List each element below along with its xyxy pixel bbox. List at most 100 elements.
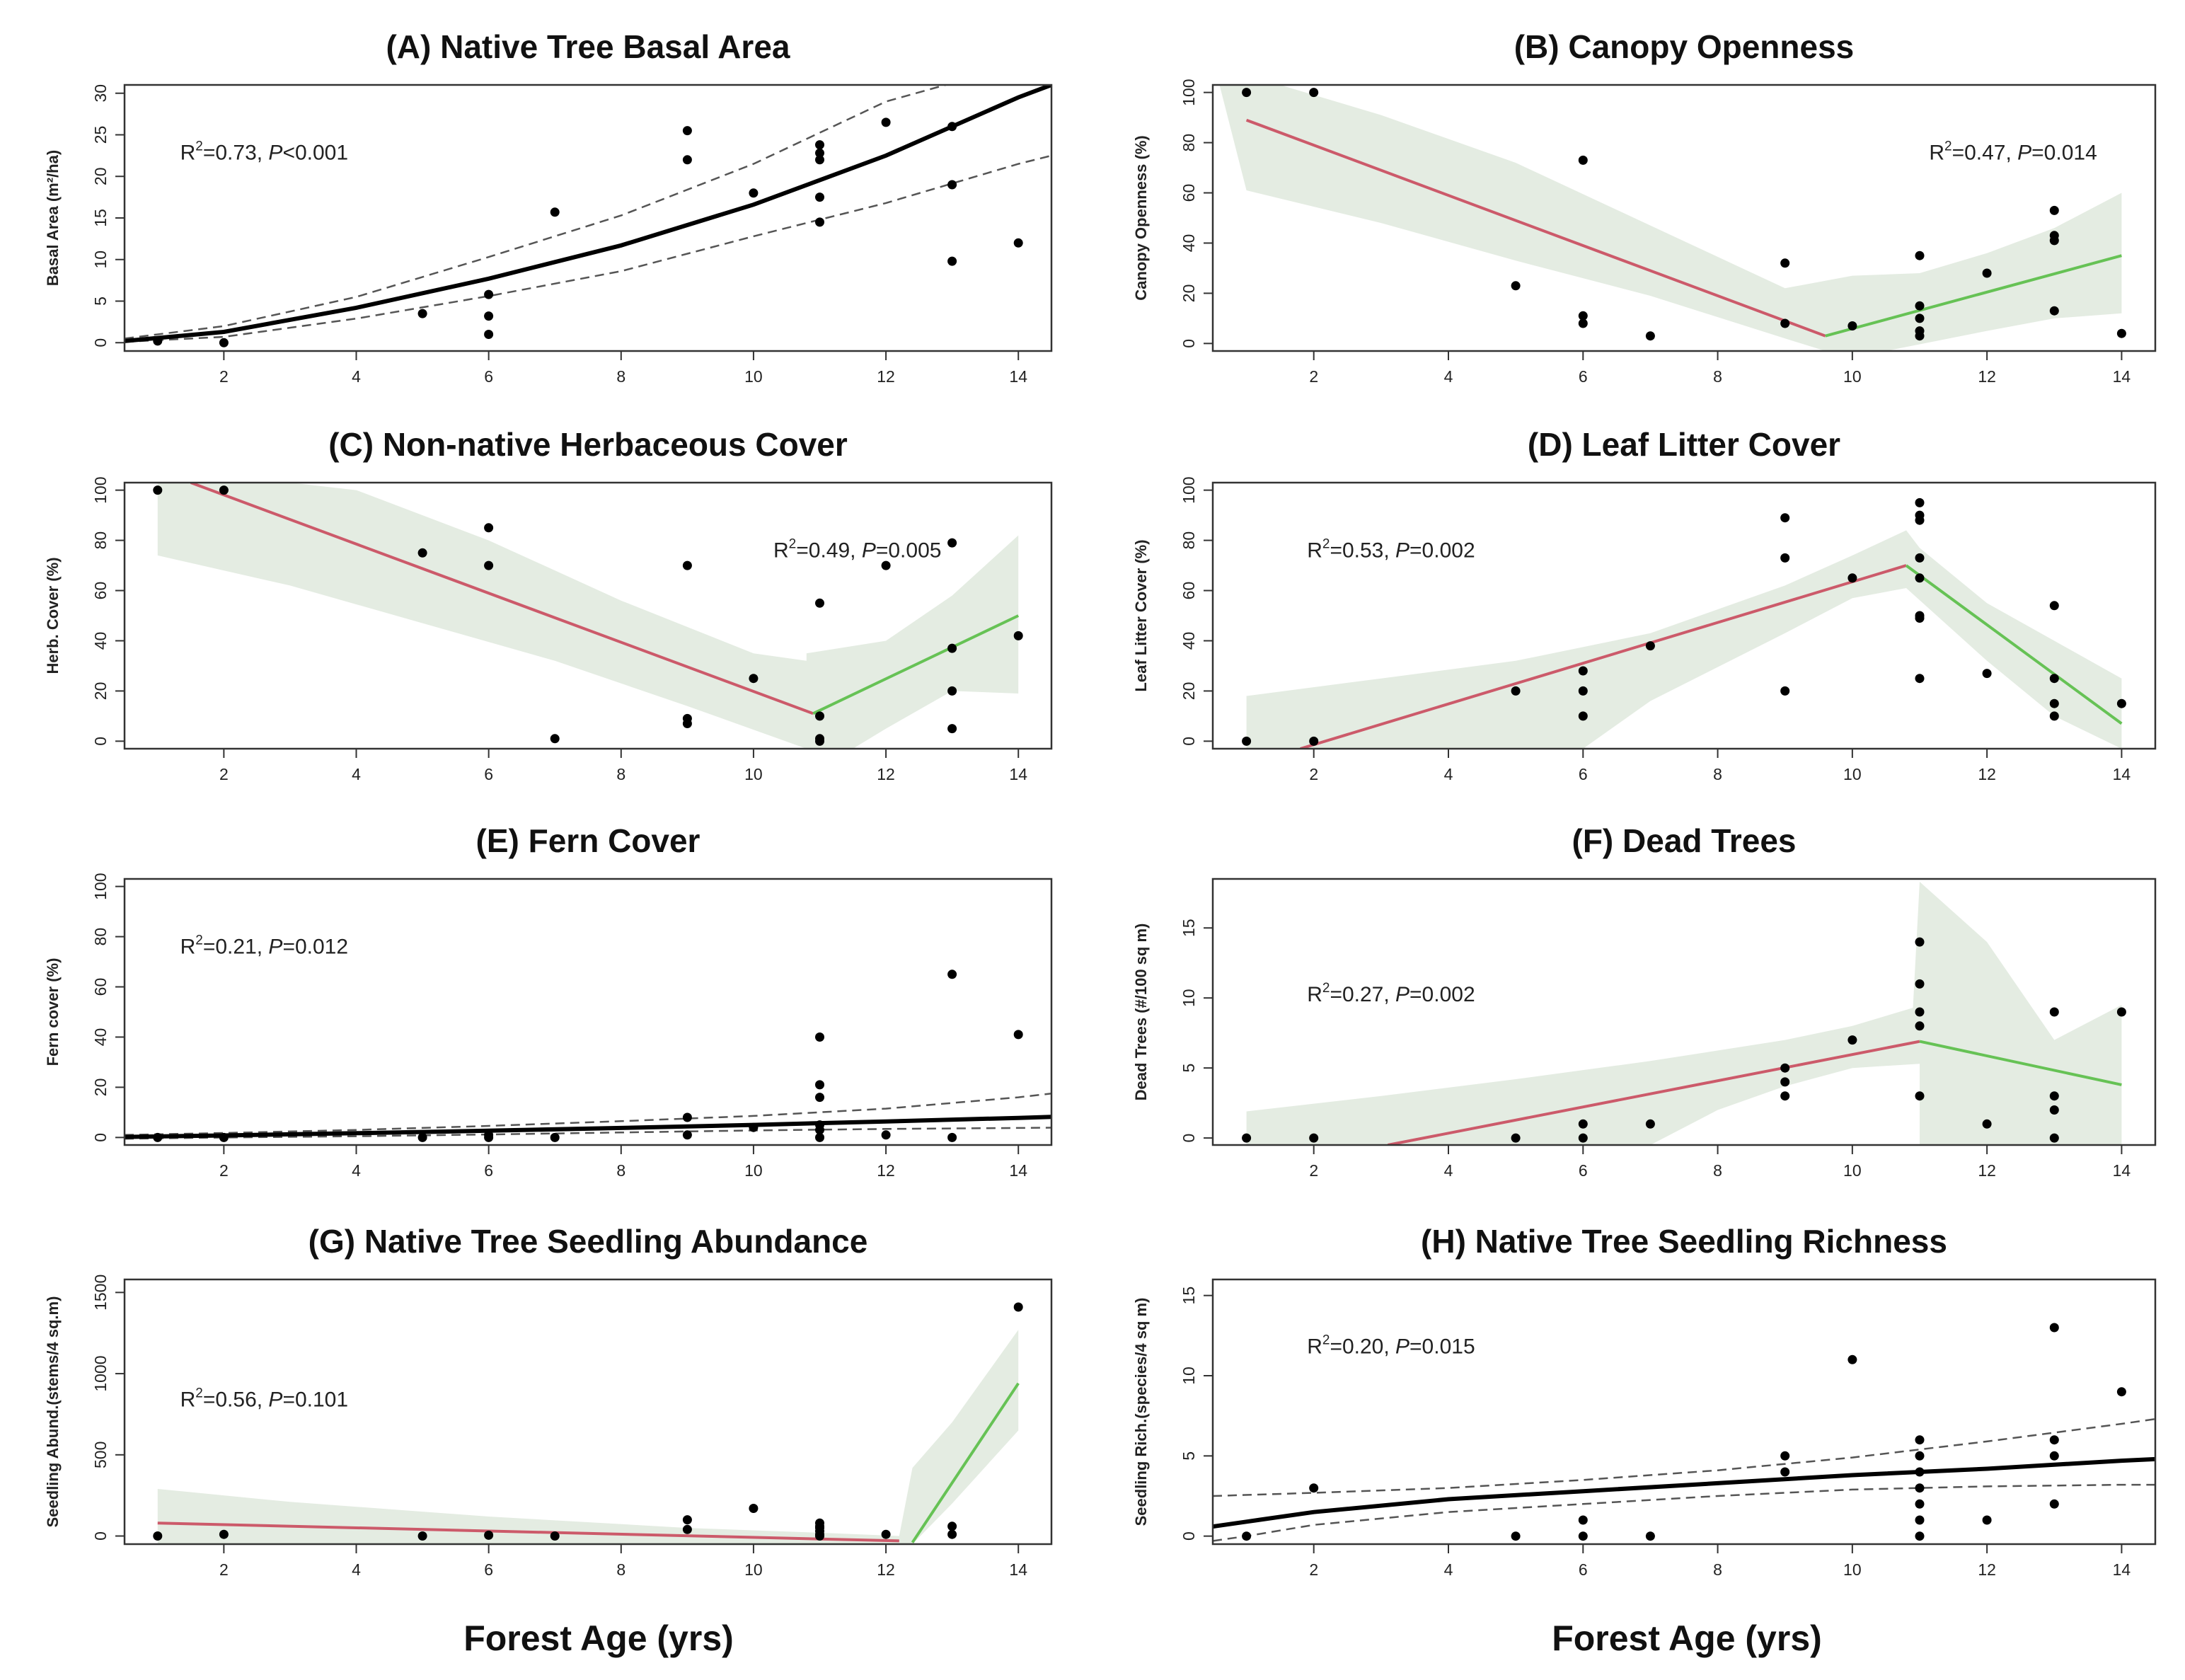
panel-b-point-1 [1242,88,1252,98]
panel-c-point-5 [484,560,494,570]
panel-g-point-18 [1013,1302,1023,1312]
panel-d-fit-segment-2 [1905,564,2123,725]
panel-f-point-11 [1915,937,1925,947]
panel-a-point-13 [815,155,824,165]
panel-g-ylabel: Seedling Abund.(stems/4 sq.m) [44,1296,62,1528]
panel-b-ylabel: Canopy Openness (%) [1132,135,1150,300]
panel-e-point-14 [815,1125,824,1135]
panel-c-point-18 [947,686,957,696]
panel-b-ytick-label-60: 60 [1180,184,1198,202]
panel-e-ytick-label-80: 80 [91,928,110,946]
panel-g-plot-area [153,1302,1023,1544]
panel-h-ytick-label-5: 5 [1180,1451,1198,1461]
panel-f-fit-segment-2 [1919,1040,2122,1086]
panel-b-xtick-label-14: 14 [2113,367,2131,386]
panel-b-point-17 [2049,205,2059,215]
panel-g-xtick-label-14: 14 [1009,1560,1027,1579]
panel-e-point-7 [682,1112,692,1122]
panel-e-ytick-label-100: 100 [91,873,110,899]
panel-b: (B) Canopy Openness Canopy Openness (%) 2 4… [1132,28,2157,386]
panel-e-point-17 [947,970,957,979]
panel-h-title: (H) Native Tree Seedling Richness [1421,1223,1947,1260]
panel-h-fit-line [1213,1456,2155,1529]
panel-h-point-4 [1578,1515,1588,1525]
panel-c-ytick-label-40: 40 [91,632,110,650]
panel-h-point-7 [1780,1451,1790,1461]
panel-c-ytick-label-100: 100 [91,476,110,503]
panel-g-point-2 [219,1529,229,1539]
panel-c-xtick-label-6: 6 [484,765,493,783]
panel-f-point-19 [2049,1105,2059,1115]
panel-a-xtick-label-12: 12 [877,367,895,386]
panel-e-point-10 [815,1032,824,1042]
panel-d-point-16 [1915,573,1925,583]
panel-a-point-14 [815,192,824,202]
panel-e-point-6 [550,1132,560,1142]
panel-e-stat: R2=0.21, P=0.012 [180,933,348,958]
panel-g-point-6 [682,1515,692,1525]
panel-a-point-18 [947,180,957,190]
panel-e-title: (E) Fern Cover [476,822,701,859]
panel-h-xtick-label-8: 8 [1713,1560,1722,1579]
panel-h-frame [1211,1278,2157,1546]
panel-c-ytick-label-20: 20 [91,682,110,701]
panel-h-point-16 [1915,1531,1925,1541]
panel-d-point-8 [1780,513,1790,523]
panel-d-stat: R2=0.53, P=0.002 [1307,536,1475,562]
panel-a-ytick-label-25: 25 [91,126,110,144]
panel-a-point-8 [682,126,692,136]
panel-h: (H) Native Tree Seedling Richness Seedlin… [1132,1223,2157,1579]
panel-d-point-18 [1915,614,1925,623]
panel-b-point-19 [2049,236,2059,246]
panel-b-point-7 [1645,331,1655,341]
panel-b-ci-band [1219,85,2122,351]
panel-c-point-7 [682,560,692,570]
panel-f-point-4 [1578,1119,1588,1129]
panel-d-point-23 [2049,698,2059,708]
panel-e-xtick-label-12: 12 [877,1161,895,1180]
panel-a-ylabel: Basal Area (m²/ha) [44,150,62,286]
panel-f-point-10 [1847,1035,1857,1045]
panel-a-point-12 [815,148,824,158]
panel-e-point-5 [484,1132,494,1142]
panel-f-point-9 [1780,1091,1790,1101]
panel-c-point-1 [153,485,163,495]
panel-a-point-4 [484,289,494,299]
panel-d-point-1 [1242,736,1252,746]
panel-f-ytick-label-10: 10 [1180,989,1198,1007]
panel-b-point-13 [1915,313,1925,323]
panel-h-point-18 [2049,1323,2059,1333]
panel-g-xtick-label-10: 10 [744,1560,763,1579]
panel-a-point-3 [417,309,427,318]
panel-c-xtick-label-14: 14 [1009,765,1027,783]
panel-d: (D) Leaf Litter Cover Leaf Litter Cover (… [1132,426,2157,783]
panel-c-point-17 [947,643,957,653]
panel-e-xtick-label-6: 6 [484,1161,493,1180]
panel-a-point-10 [749,188,759,198]
panel-g-point-3 [417,1531,427,1541]
panel-f-xtick-label-8: 8 [1713,1161,1722,1180]
panel-a-xtick-label-10: 10 [744,367,763,386]
panel-a-xtick-label-2: 2 [219,367,229,386]
panel-d-ylabel: Leaf Litter Cover (%) [1132,539,1150,691]
panel-b-stat: R2=0.47, P=0.014 [1929,139,2097,164]
panel-h-point-5 [1578,1531,1588,1541]
panel-d-xtick-label-8: 8 [1713,765,1722,783]
panel-e-ytick-label-20: 20 [91,1078,110,1097]
panel-f-point-1 [1242,1133,1252,1143]
panels: (A) Native Tree Basal Area Basal Area (m²… [44,28,2157,1579]
panel-a-xtick-label-8: 8 [616,367,625,386]
panel-c-point-11 [815,598,824,608]
panel-d-point-20 [1982,669,1992,679]
panel-e-point-3 [417,1132,427,1142]
panel-e-ci-upper [125,1093,1051,1137]
panel-h-ytick-label-15: 15 [1180,1287,1198,1305]
panel-g-ytick-label-500: 500 [91,1442,110,1468]
panel-g-point-16 [947,1521,957,1531]
panel-b-ytick-label-40: 40 [1180,234,1198,253]
panel-d-xtick-label-14: 14 [2113,765,2131,783]
panel-h-point-22 [2116,1387,2126,1397]
panel-e-ytick-label-0: 0 [91,1133,110,1142]
panel-g-ytick-label-0: 0 [91,1531,110,1541]
panel-g-frame [123,1278,1053,1546]
